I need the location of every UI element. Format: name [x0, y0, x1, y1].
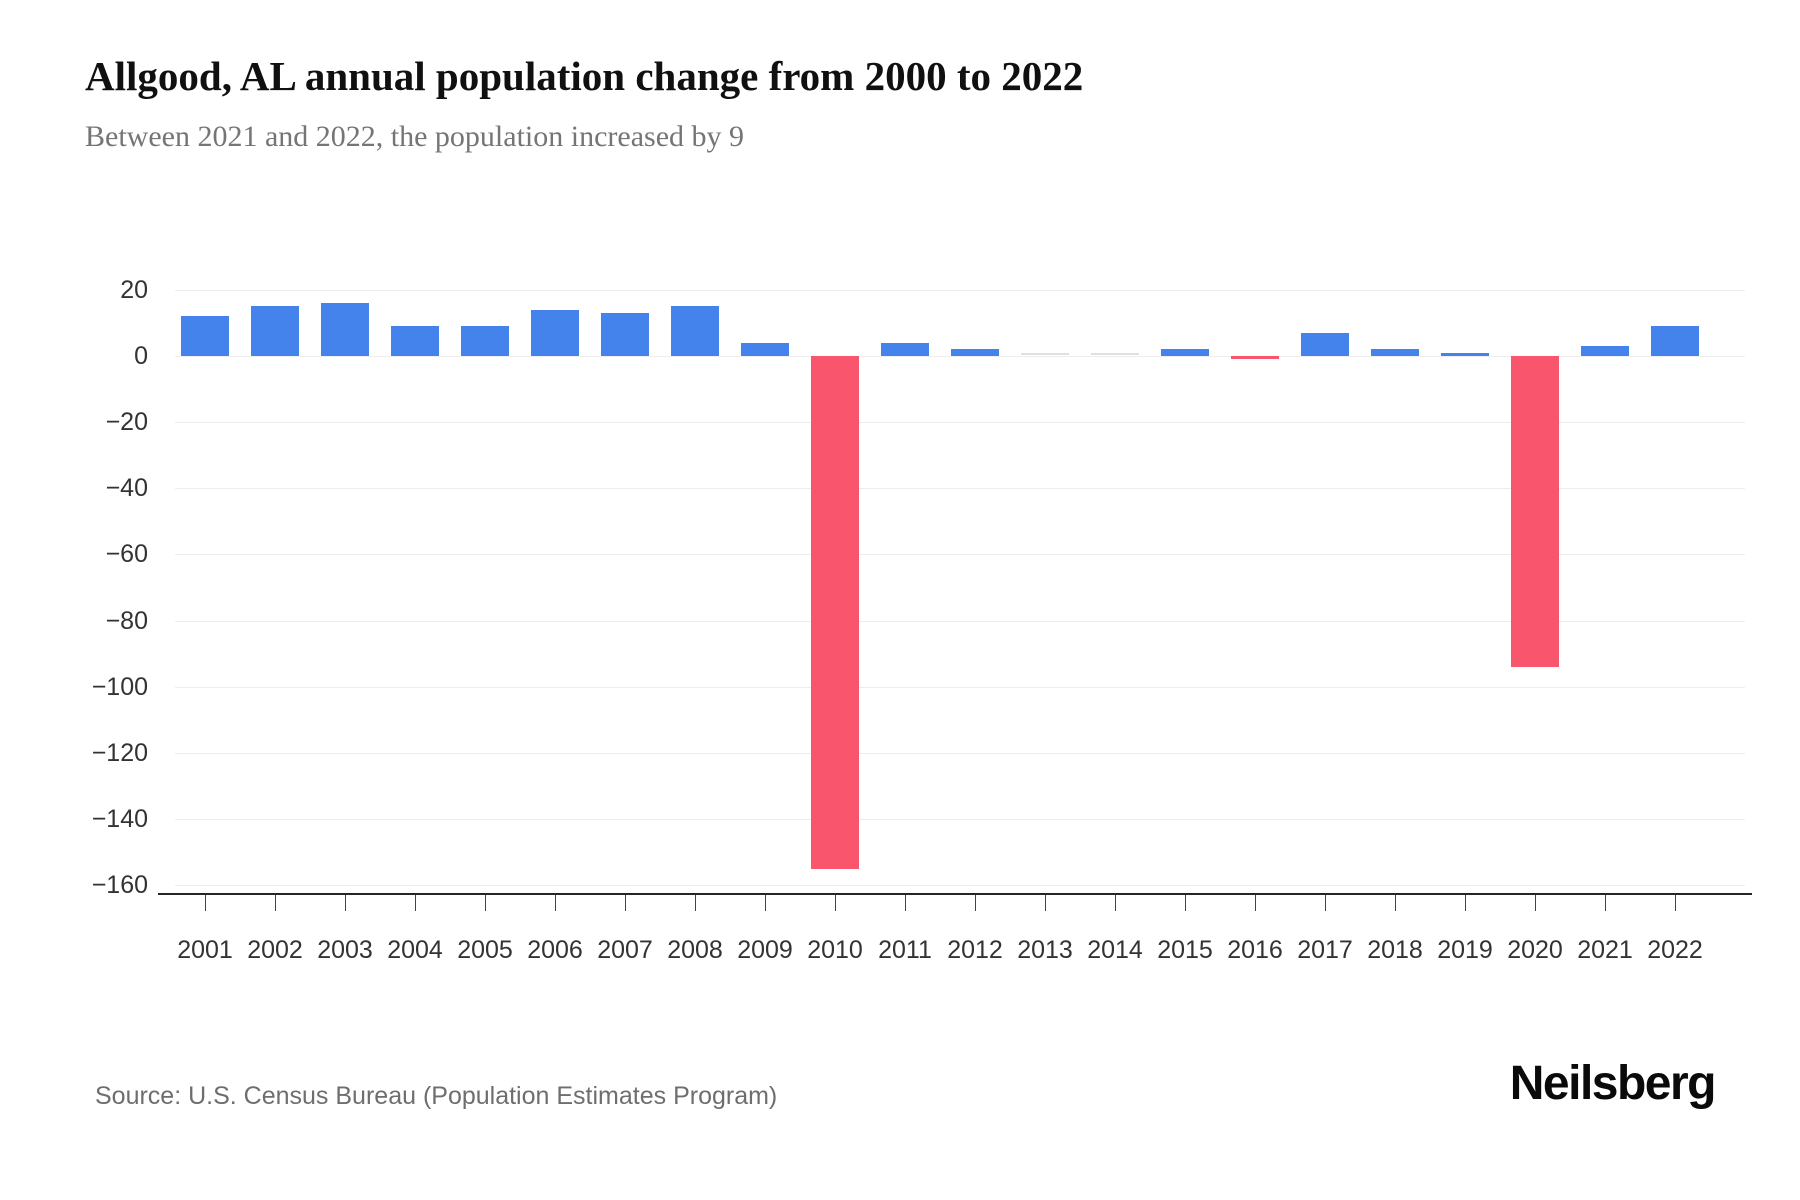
bar-2018[interactable]: [1371, 349, 1419, 356]
y-gridline: [175, 885, 1745, 887]
y-axis-tick-label: −140: [91, 804, 148, 833]
x-axis-tick-label: 2010: [807, 936, 863, 964]
x-axis-tick: [555, 895, 556, 911]
bar-2014[interactable]: [1091, 352, 1139, 355]
bar-2016[interactable]: [1231, 356, 1279, 360]
x-axis-tick-label: 2001: [177, 936, 233, 964]
y-gridline: [175, 686, 1745, 688]
bar-2002[interactable]: [251, 306, 299, 356]
y-gridline: [175, 422, 1745, 424]
bar-2006[interactable]: [531, 309, 579, 356]
x-axis-tick-label: 2008: [667, 936, 723, 964]
x-axis-tick: [1605, 895, 1606, 911]
x-axis-line: [158, 893, 1752, 895]
y-axis-tick-label: −20: [105, 408, 148, 437]
y-gridline: [175, 356, 1745, 357]
bar-2010[interactable]: [811, 356, 859, 869]
x-axis-tick-label: 2017: [1297, 936, 1353, 964]
y-axis-tick-label: −40: [105, 474, 148, 503]
bar-2011[interactable]: [881, 342, 929, 356]
x-axis-tick: [275, 895, 276, 911]
y-gridline: [175, 554, 1745, 556]
x-axis-tick-label: 2009: [737, 936, 793, 964]
x-axis-tick: [1325, 895, 1326, 911]
x-axis-tick: [835, 895, 836, 911]
y-axis-tick-label: 0: [134, 342, 148, 370]
y-axis-tick-label: −80: [105, 606, 148, 635]
x-axis-tick: [205, 895, 206, 911]
x-axis-tick: [1045, 895, 1046, 911]
x-axis-tick-label: 2016: [1227, 936, 1283, 964]
y-gridline: [175, 488, 1745, 490]
x-axis-tick: [1675, 895, 1676, 911]
bar-2017[interactable]: [1301, 332, 1349, 356]
x-axis-tick-label: 2015: [1157, 936, 1213, 964]
source-note: Source: U.S. Census Bureau (Population E…: [95, 1082, 778, 1110]
x-axis-tick: [485, 895, 486, 911]
bar-2022[interactable]: [1651, 326, 1699, 356]
x-axis-tick: [1395, 895, 1396, 911]
bar-2019[interactable]: [1441, 352, 1489, 356]
x-axis-tick-label: 2014: [1087, 936, 1143, 964]
x-axis-tick-label: 2004: [387, 936, 443, 964]
x-axis-tick: [1185, 895, 1186, 911]
x-axis-tick: [415, 895, 416, 911]
y-gridline: [175, 620, 1745, 622]
y-axis-tick-label: −100: [91, 672, 148, 701]
bar-2020[interactable]: [1511, 356, 1559, 667]
bar-2009[interactable]: [741, 342, 789, 356]
x-axis-tick: [1535, 895, 1536, 911]
x-axis-tick-label: 2018: [1367, 936, 1423, 964]
bar-2013[interactable]: [1021, 352, 1069, 355]
x-axis-tick-label: 2020: [1507, 936, 1563, 964]
x-axis-tick-label: 2003: [317, 936, 373, 964]
bar-2012[interactable]: [951, 349, 999, 356]
chart-title: Allgood, AL annual population change fro…: [85, 53, 1084, 99]
x-axis-tick: [345, 895, 346, 911]
brand-logo: Neilsberg: [1509, 1057, 1717, 1110]
bar-2008[interactable]: [671, 306, 719, 356]
x-axis-tick: [1465, 895, 1466, 911]
bar-2005[interactable]: [461, 326, 509, 356]
x-axis-tick-label: 2013: [1017, 936, 1073, 964]
y-axis-tick-label: −120: [91, 738, 148, 767]
x-axis-tick: [905, 895, 906, 911]
y-gridline: [175, 818, 1745, 820]
y-axis-tick-label: 20: [120, 275, 148, 304]
x-axis-tick: [1115, 895, 1116, 911]
bar-2021[interactable]: [1581, 346, 1629, 356]
x-axis-tick-label: 2005: [457, 936, 513, 964]
x-axis-tick-label: 2021: [1577, 936, 1633, 964]
bar-2004[interactable]: [391, 326, 439, 356]
bar-2007[interactable]: [601, 313, 649, 356]
x-axis-tick-label: 2019: [1437, 936, 1493, 964]
y-gridline: [175, 752, 1745, 754]
chart-subtitle: Between 2021 and 2022, the population in…: [85, 120, 745, 153]
y-axis-tick-label: −160: [91, 871, 148, 900]
y-gridline: [175, 289, 1745, 291]
x-axis-tick-label: 2012: [947, 936, 1003, 964]
x-axis-tick-label: 2022: [1647, 936, 1703, 964]
x-axis-tick-label: 2011: [878, 936, 932, 964]
bar-2001[interactable]: [181, 316, 229, 356]
y-axis-tick-label: −60: [105, 540, 148, 569]
x-axis-tick: [695, 895, 696, 911]
x-axis-tick: [625, 895, 626, 911]
x-axis-tick-label: 2006: [527, 936, 583, 964]
x-axis-tick: [1255, 895, 1256, 911]
x-axis-tick: [765, 895, 766, 911]
bar-2003[interactable]: [321, 303, 369, 356]
bar-2015[interactable]: [1161, 349, 1209, 356]
x-axis-tick-label: 2002: [247, 936, 303, 964]
x-axis-tick-label: 2007: [597, 936, 653, 964]
x-axis-tick: [975, 895, 976, 911]
